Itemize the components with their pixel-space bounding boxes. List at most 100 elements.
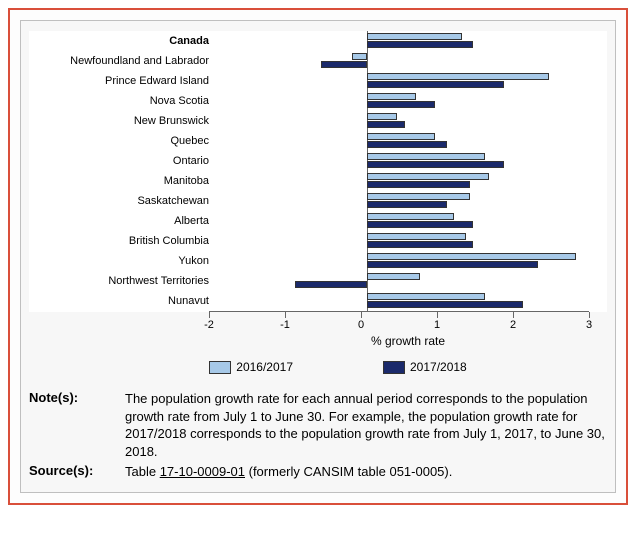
chart-panel: Canada Newfoundland and Labrador Prince Ed… — [20, 20, 616, 493]
source-prefix: Table — [125, 464, 160, 479]
bar-s1 — [367, 213, 454, 220]
bars-area — [215, 211, 607, 231]
legend-label: 2017/2018 — [410, 360, 467, 374]
bar-s2 — [367, 141, 447, 148]
bar-s2 — [367, 161, 504, 168]
bar-s1 — [367, 133, 435, 140]
chart-row: Northwest Territories — [29, 271, 607, 291]
x-tick — [209, 312, 210, 318]
chart-row: Ontario — [29, 151, 607, 171]
category-label: Canada — [29, 35, 215, 47]
bar-s1 — [367, 93, 416, 100]
bar-s1 — [367, 153, 485, 160]
bar-s1 — [367, 193, 470, 200]
bar-s2 — [367, 301, 523, 308]
source-label: Source(s): — [29, 463, 125, 481]
x-tick — [513, 312, 514, 318]
note-label: Note(s): — [29, 390, 125, 460]
x-tick-label: -1 — [280, 319, 290, 331]
chart-row: Saskatchewan — [29, 191, 607, 211]
chart-row: Nova Scotia — [29, 91, 607, 111]
bar-s1 — [367, 73, 549, 80]
category-label: Newfoundland and Labrador — [29, 55, 215, 67]
chart-row: Alberta — [29, 211, 607, 231]
bar-s2 — [367, 121, 405, 128]
source-text: Table 17-10-0009-01 (formerly CANSIM tab… — [125, 463, 607, 481]
chart-row: Yukon — [29, 251, 607, 271]
x-tick-label: -2 — [204, 319, 214, 331]
bar-s2 — [367, 81, 504, 88]
bar-s2 — [321, 61, 367, 68]
bars-area — [215, 91, 607, 111]
bar-s1 — [367, 293, 485, 300]
source-link[interactable]: 17-10-0009-01 — [160, 464, 245, 479]
category-label: Prince Edward Island — [29, 75, 215, 87]
bar-s2 — [367, 41, 473, 48]
legend-item: 2017/2018 — [383, 360, 467, 374]
chart-row: British Columbia — [29, 231, 607, 251]
bar-s2 — [367, 181, 470, 188]
bars-area — [215, 31, 607, 51]
chart-row: Nunavut — [29, 291, 607, 311]
category-label: New Brunswick — [29, 115, 215, 127]
x-tick — [589, 312, 590, 318]
bars-area — [215, 131, 607, 151]
category-label: Saskatchewan — [29, 195, 215, 207]
bar-s1 — [367, 33, 462, 40]
bars-area — [215, 71, 607, 91]
bar-s2 — [367, 241, 473, 248]
legend-swatch — [209, 361, 231, 374]
x-tick — [285, 312, 286, 318]
note-text: The population growth rate for each annu… — [125, 390, 607, 460]
x-axis-ticks: -2-10123 — [209, 312, 589, 330]
legend-swatch — [383, 361, 405, 374]
category-label: Yukon — [29, 255, 215, 267]
bar-s1 — [352, 53, 367, 60]
category-label: Nunavut — [29, 295, 215, 307]
legend-item: 2016/2017 — [209, 360, 293, 374]
x-tick-label: 1 — [434, 319, 440, 331]
frame: Canada Newfoundland and Labrador Prince Ed… — [8, 8, 628, 505]
category-label: Manitoba — [29, 175, 215, 187]
bar-s2 — [367, 221, 473, 228]
category-label: Nova Scotia — [29, 95, 215, 107]
x-tick — [437, 312, 438, 318]
source-suffix: (formerly CANSIM table 051-0005). — [245, 464, 452, 479]
bar-s1 — [367, 253, 576, 260]
bar-s1 — [367, 273, 420, 280]
category-label: British Columbia — [29, 235, 215, 247]
bar-s2 — [367, 201, 447, 208]
chart-row: Newfoundland and Labrador — [29, 51, 607, 71]
footnotes: Note(s): The population growth rate for … — [29, 390, 607, 480]
x-tick-label: 0 — [358, 319, 364, 331]
bar-s2 — [367, 101, 435, 108]
legend-label: 2016/2017 — [236, 360, 293, 374]
bars-area — [215, 51, 607, 71]
chart-row: New Brunswick — [29, 111, 607, 131]
bars-area — [215, 251, 607, 271]
bars-area — [215, 291, 607, 311]
bar-s2 — [295, 281, 367, 288]
bars-area — [215, 231, 607, 251]
bar-s2 — [367, 261, 538, 268]
growth-rate-chart: Canada Newfoundland and Labrador Prince Ed… — [29, 31, 607, 312]
bars-area — [215, 271, 607, 291]
category-label: Quebec — [29, 135, 215, 147]
chart-row: Manitoba — [29, 171, 607, 191]
x-tick-label: 2 — [510, 319, 516, 331]
bars-area — [215, 191, 607, 211]
bars-area — [215, 111, 607, 131]
bar-s1 — [367, 233, 466, 240]
chart-row: Prince Edward Island — [29, 71, 607, 91]
bars-area — [215, 151, 607, 171]
bars-area — [215, 171, 607, 191]
bar-s1 — [367, 173, 489, 180]
category-label: Alberta — [29, 215, 215, 227]
x-tick-label: 3 — [586, 319, 592, 331]
legend: 2016/2017 2017/2018 — [69, 356, 607, 380]
x-axis-title: % growth rate — [209, 330, 607, 356]
bar-s1 — [367, 113, 397, 120]
x-tick — [361, 312, 362, 318]
chart-row: Canada — [29, 31, 607, 51]
category-label: Northwest Territories — [29, 275, 215, 287]
